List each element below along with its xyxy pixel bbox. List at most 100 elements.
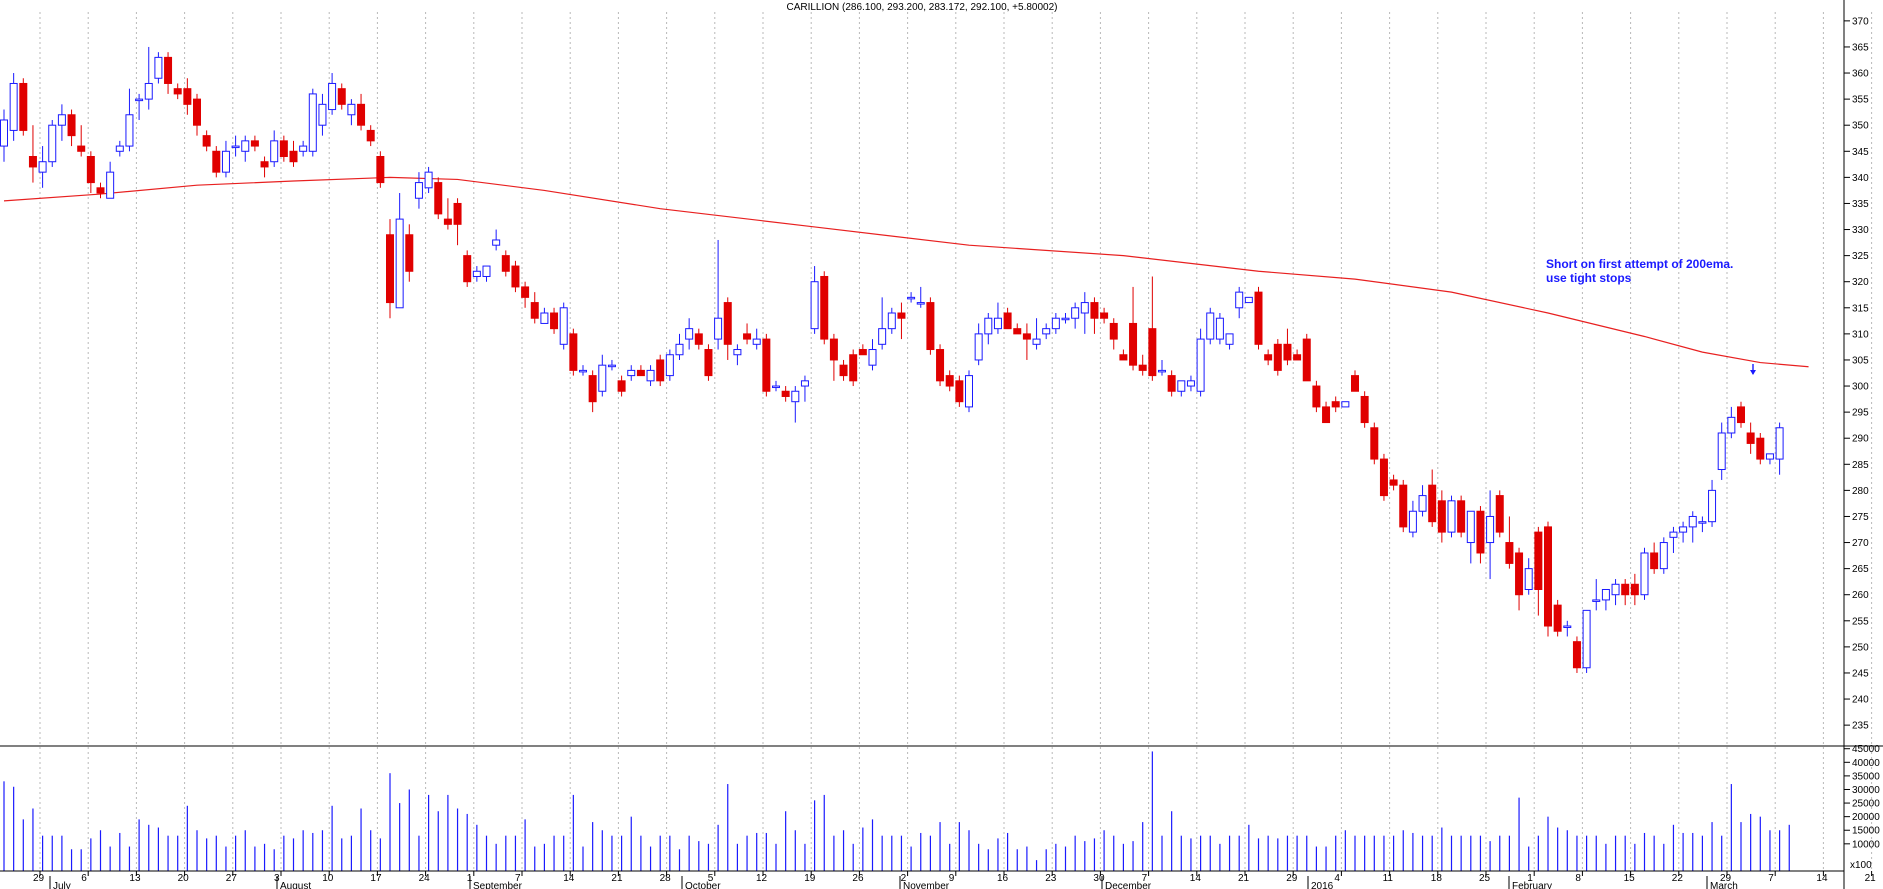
candle-body [1148, 328, 1157, 377]
candle [366, 125, 375, 147]
candle [1582, 609, 1591, 673]
candle [144, 46, 153, 110]
candle-body [1370, 427, 1379, 460]
candle [1727, 406, 1736, 439]
candle [250, 135, 259, 152]
candle-body [38, 161, 47, 173]
candle [1495, 490, 1504, 538]
candle [434, 177, 443, 220]
date-tick-label: 30 [1093, 873, 1105, 884]
candle-body [897, 312, 906, 319]
candle-body [1621, 583, 1630, 596]
candle [164, 52, 173, 94]
candle [414, 172, 423, 209]
month-label: December [1105, 881, 1152, 889]
candle-body [1071, 307, 1080, 319]
candle-body [453, 202, 462, 225]
candle [1003, 307, 1012, 330]
candle-body [424, 171, 433, 189]
candle [1312, 380, 1321, 413]
candle [405, 224, 414, 282]
candle-body [1042, 328, 1051, 335]
volume-axis: 10000 15000 20000 25000 30000 35000 40000 45000… [1844, 744, 1880, 871]
candle [96, 182, 105, 199]
candle [482, 265, 491, 282]
price-tick-label: 260 [1852, 590, 1869, 601]
candle [1042, 323, 1051, 340]
candle [1524, 558, 1533, 595]
month-axis: July August September October November Decemb… [49, 876, 1738, 889]
candle-body [1486, 515, 1495, 544]
candle [752, 328, 761, 350]
candle [829, 333, 838, 381]
candle-body [1090, 302, 1099, 319]
candle-body [714, 317, 723, 340]
candle-body [308, 93, 317, 152]
candle [955, 375, 964, 407]
candle-body [1186, 380, 1195, 387]
candle [1264, 349, 1273, 366]
candle-body [1534, 531, 1543, 590]
date-tick-label: 21 [1865, 873, 1877, 884]
candle-body [231, 145, 240, 149]
candle-body [1659, 542, 1668, 570]
candle [1196, 328, 1205, 397]
candle [1013, 323, 1022, 335]
candle [665, 349, 674, 381]
month-label: November [903, 881, 950, 889]
candle-body [221, 150, 230, 173]
candle [897, 302, 906, 340]
candle-body [19, 82, 28, 131]
candle-body [1341, 401, 1350, 408]
chart-title: CARILLION (286.100, 293.200, 283.172, 29… [786, 2, 1057, 13]
candle-body [1765, 453, 1774, 460]
candle-body [1708, 489, 1717, 523]
candle-body [67, 114, 76, 137]
candle [810, 266, 819, 334]
candle-body [559, 307, 568, 345]
candle [878, 297, 887, 350]
candle-body [1022, 333, 1031, 340]
candle [1322, 401, 1331, 424]
candle [1273, 339, 1282, 376]
candle [907, 292, 916, 303]
candle [328, 73, 337, 115]
candle-body [1283, 343, 1292, 361]
candle [936, 344, 945, 387]
candle-body [183, 88, 192, 105]
candle-body [955, 380, 964, 403]
candle-body [1235, 291, 1244, 309]
candle-body [723, 302, 732, 345]
date-tick-label: 26 [852, 873, 864, 884]
candle [463, 250, 472, 287]
volume-tick-label: 25000 [1852, 799, 1880, 810]
candle [588, 370, 597, 413]
date-tick-label: 4 [1334, 873, 1340, 884]
candle-body [1640, 552, 1649, 596]
date-tick-label: 25 [1479, 873, 1491, 884]
candle-body [492, 239, 501, 246]
date-tick-label: 23 [1045, 873, 1057, 884]
date-tick-label: 19 [804, 873, 816, 884]
candle-body [800, 380, 809, 387]
candle-body [1775, 427, 1784, 460]
candle-body [1457, 500, 1466, 533]
candle [1408, 500, 1417, 538]
price-tick-label: 285 [1852, 460, 1869, 471]
candle [1254, 286, 1263, 350]
candle [202, 130, 211, 152]
candle-body [1679, 526, 1688, 533]
candle-body [482, 265, 491, 277]
candles [0, 46, 1784, 673]
annotation-line-2: use tight stops [1546, 271, 1632, 285]
candle [1698, 516, 1707, 533]
candle [1592, 579, 1601, 611]
candle-body [1158, 369, 1166, 373]
candle-body [839, 364, 848, 377]
date-tick-label: 29 [1286, 873, 1298, 884]
candle-body [1177, 380, 1186, 392]
candle-body [1003, 312, 1012, 330]
candle-body [1129, 322, 1138, 366]
price-tick-label: 325 [1852, 251, 1869, 262]
candle-body [1360, 395, 1369, 424]
